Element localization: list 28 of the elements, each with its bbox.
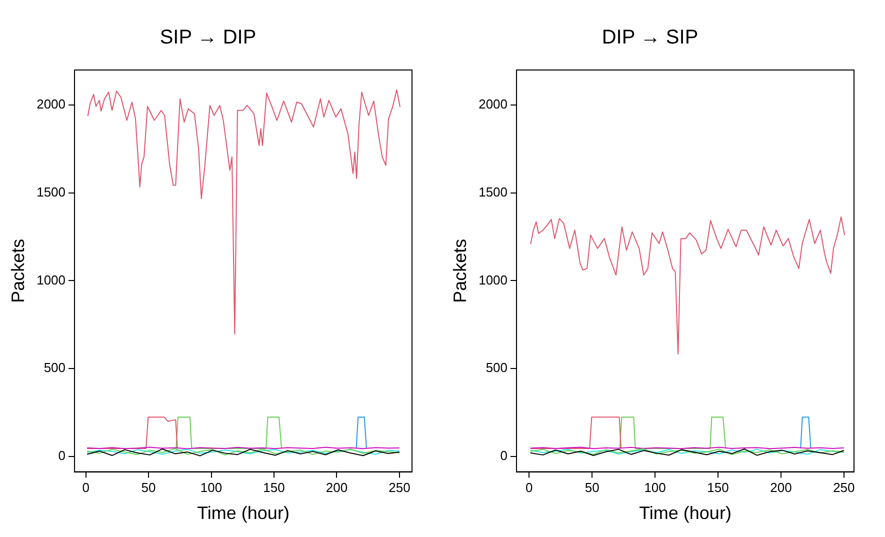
y-tick-label: 1000 [478, 272, 508, 288]
x-tick-label: 50 [584, 480, 600, 496]
x-tick-label: 250 [833, 480, 855, 496]
x-tick-label: 0 [82, 480, 90, 496]
x-tick-label: 200 [770, 480, 792, 496]
x-axis-title: Time (hour) [639, 503, 732, 524]
y-axis-title: Packets [8, 238, 28, 303]
x-tick-label: 150 [707, 480, 729, 496]
y-tick-label: 500 [486, 360, 508, 376]
chart-title: DIP → SIP [602, 26, 698, 49]
y-tick-label: 0 [500, 448, 508, 463]
x-axis-title: Time (hour) [197, 503, 290, 524]
y-tick-label: 2000 [36, 96, 66, 112]
x-tick-label: 200 [326, 480, 348, 496]
y-tick-label: 2000 [478, 96, 508, 112]
y-tick-label: 1500 [478, 184, 508, 200]
y-tick-label: 1500 [36, 184, 66, 200]
x-tick-label: 50 [141, 480, 156, 496]
x-tick-label: 0 [525, 480, 533, 496]
y-axis-title: Packets [450, 238, 470, 303]
y-tick-label: 1000 [36, 272, 66, 288]
y-tick-label: 500 [44, 360, 66, 376]
x-tick-label: 100 [200, 480, 222, 496]
x-tick-label: 250 [388, 480, 410, 496]
chart-title: SIP → DIP [160, 26, 256, 49]
y-tick-label: 0 [58, 448, 66, 463]
x-tick-label: 100 [644, 480, 666, 496]
x-tick-label: 150 [263, 480, 285, 496]
